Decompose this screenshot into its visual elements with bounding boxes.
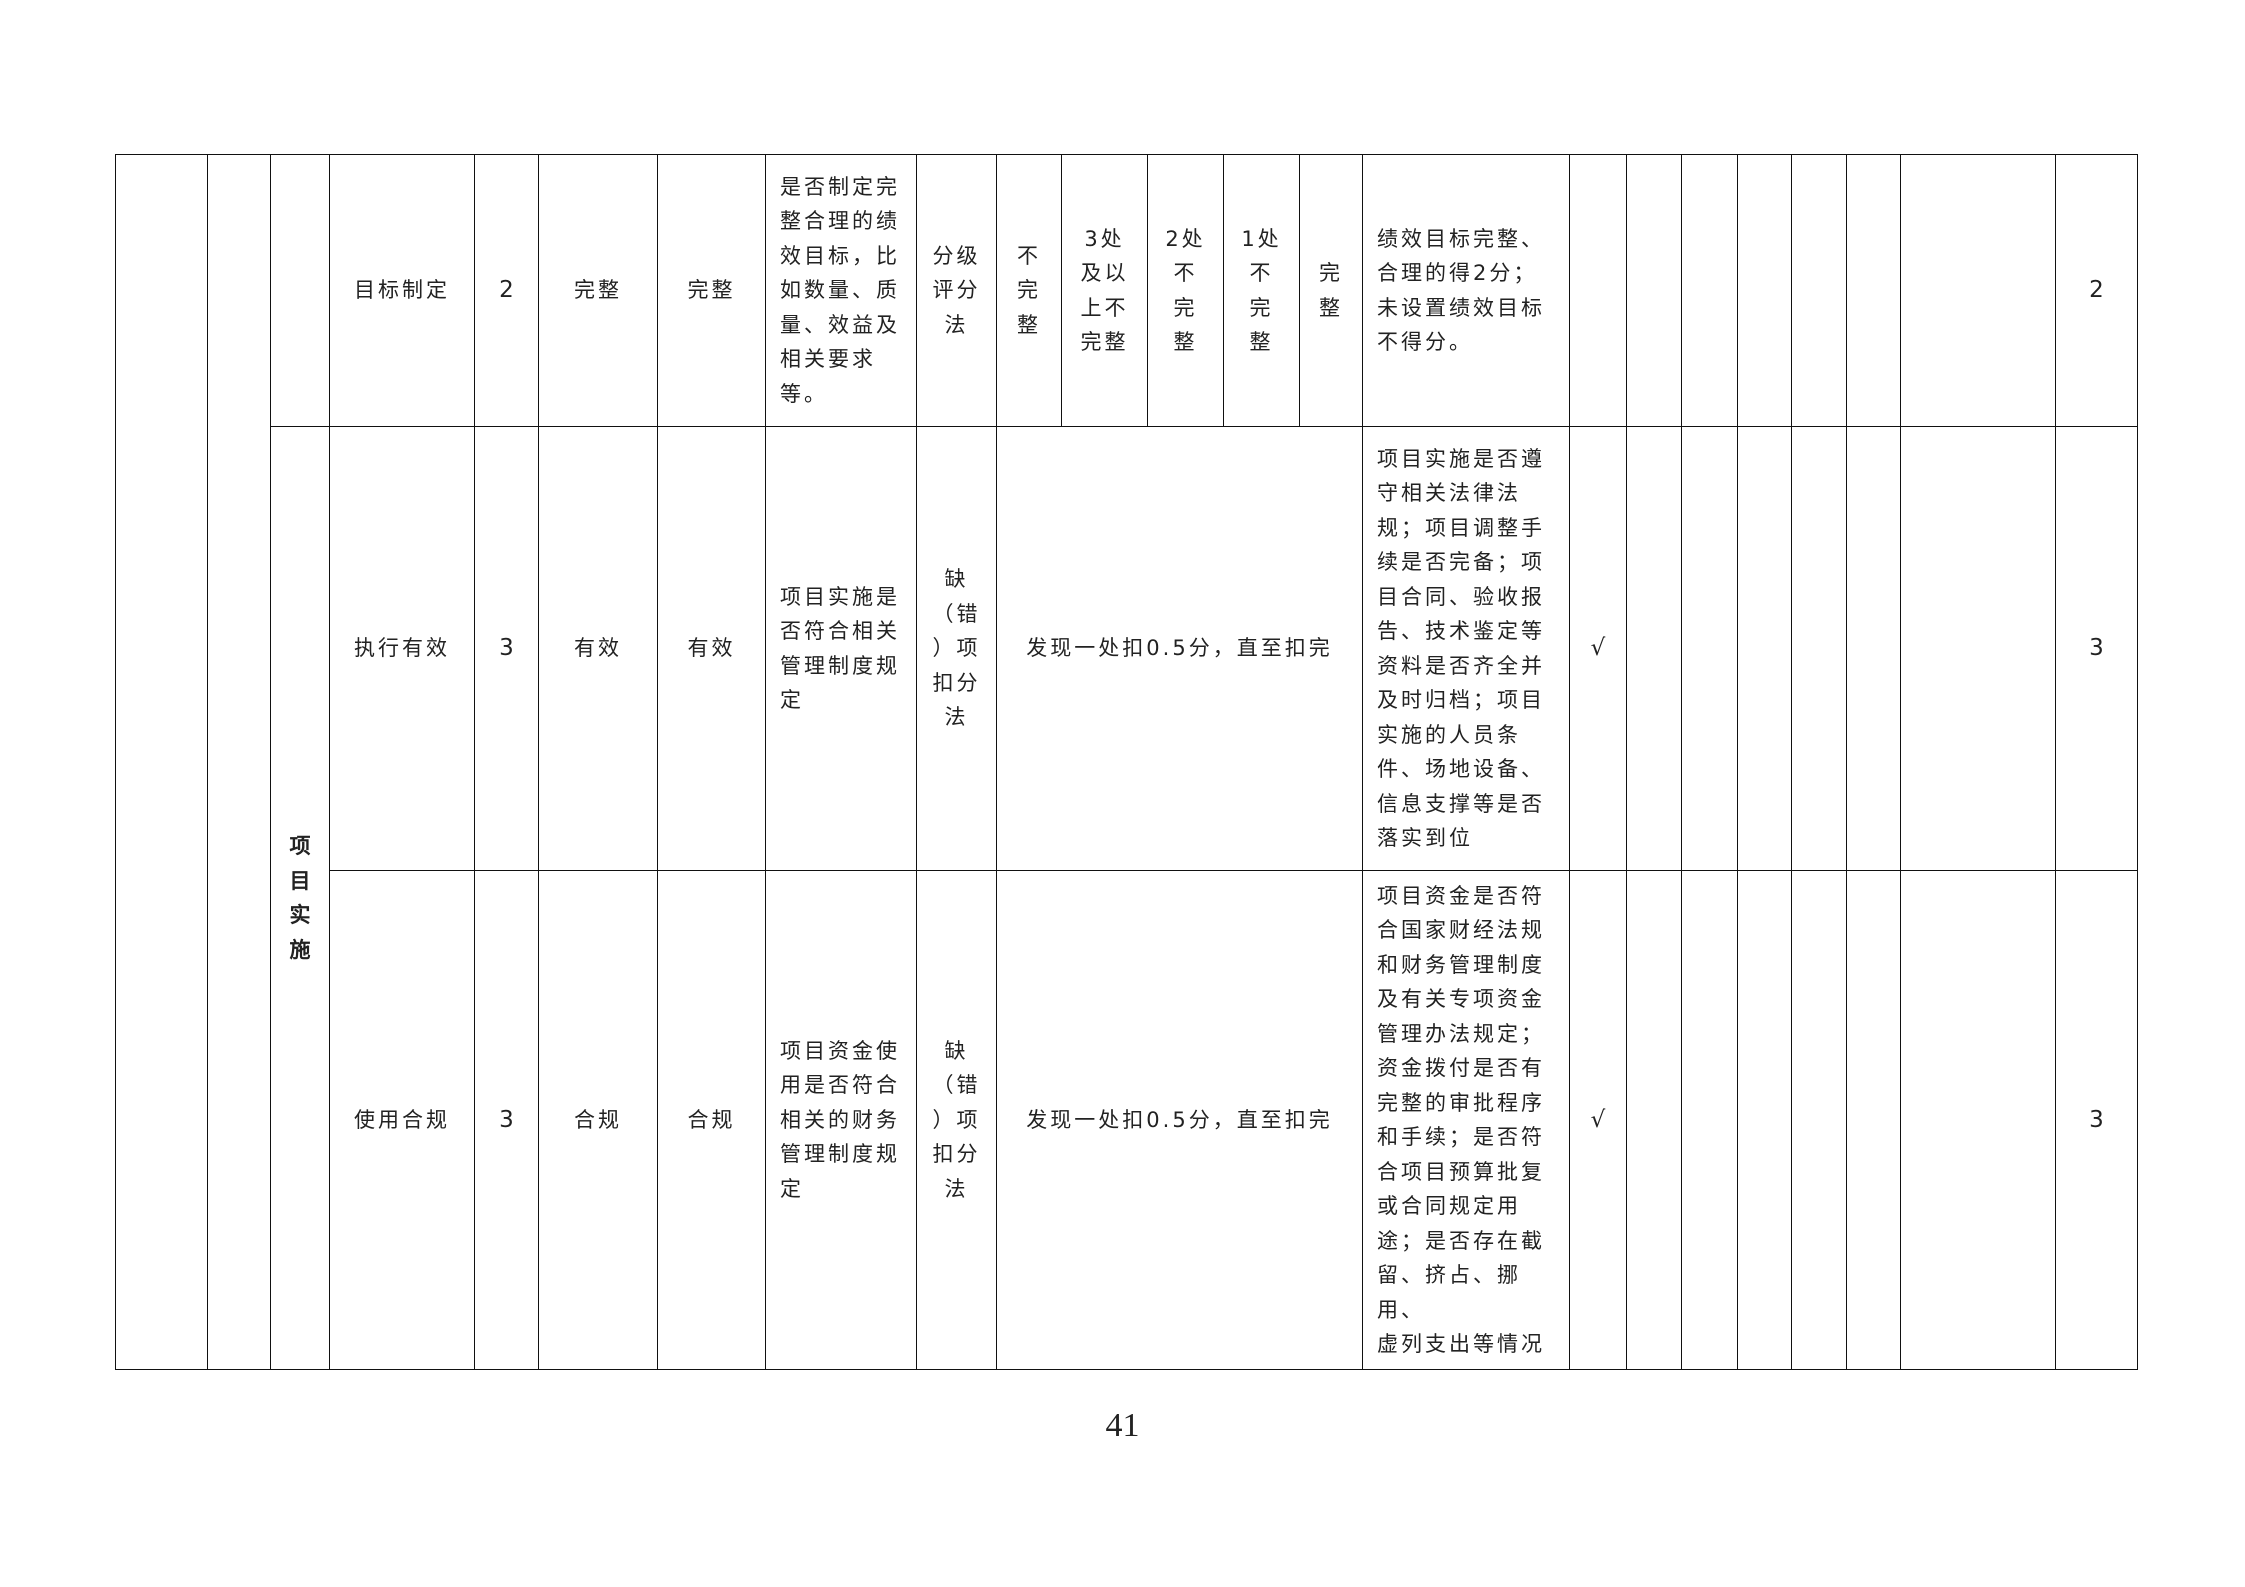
- description-cell: 项目资金使 用是否符合 相关的财务 管理制度规 定: [765, 870, 917, 1370]
- level1-cell: [115, 154, 208, 1370]
- grade-cell: 不 完 整: [996, 154, 1062, 427]
- actual-cell: 有效: [657, 426, 766, 871]
- grade-cell: 完 整: [1299, 154, 1363, 427]
- empty-cell: [1791, 154, 1847, 427]
- description-cell: 是否制定完 整合理的绩 效目标，比 如数量、质 量、效益及 相关要求 等。: [765, 154, 917, 427]
- method-cell: 分级 评分 法: [916, 154, 997, 427]
- weight-cell: 3: [474, 426, 539, 871]
- group-label-cell: 项 目 实 施: [270, 426, 330, 1370]
- deduction-cell: 发现一处扣0.5分，直至扣完: [996, 870, 1363, 1370]
- page-number: 41: [1105, 1407, 1140, 1444]
- empty-cell: [1626, 426, 1682, 871]
- method-cell: 缺 （错 ）项 扣分 法: [916, 870, 997, 1370]
- empty-cell: [1846, 870, 1901, 1370]
- level3-cell: [270, 154, 330, 427]
- empty-cell: [1681, 154, 1738, 427]
- weight-cell: 2: [474, 154, 539, 427]
- criteria-cell: 项目实施是否遵 守相关法律法 规；项目调整手 续是否完备；项 目合同、验收报 告…: [1362, 426, 1570, 871]
- empty-cell: [1737, 426, 1792, 871]
- grade-cell: 3处 及以 上不 完整: [1061, 154, 1148, 427]
- empty-cell: [1846, 154, 1901, 427]
- empty-cell: [1900, 870, 2056, 1370]
- target-cell: 有效: [538, 426, 658, 871]
- table-row: 使用合规 3 合规 合规 项目资金使 用是否符合 相关的财务 管理制度规 定 缺…: [116, 870, 2138, 1370]
- score-cell: 3: [2055, 870, 2138, 1370]
- criteria-cell: 绩效目标完整、 合理的得2分； 未设置绩效目标 不得分。: [1362, 154, 1570, 427]
- grade-cell: 1处 不 完 整: [1223, 154, 1300, 427]
- indicator-cell: 目标制定: [329, 154, 475, 427]
- empty-cell: [1626, 154, 1682, 427]
- target-cell: 合规: [538, 870, 658, 1370]
- level2-cell: [207, 154, 271, 1370]
- weight-cell: 3: [474, 870, 539, 1370]
- score-cell: 2: [2055, 154, 2138, 427]
- empty-cell: [1737, 154, 1792, 427]
- empty-cell: [1900, 426, 2056, 871]
- indicator-cell: 执行有效: [329, 426, 475, 871]
- indicator-cell: 使用合规: [329, 870, 475, 1370]
- target-cell: 完整: [538, 154, 658, 427]
- actual-cell: 合规: [657, 870, 766, 1370]
- evaluation-table: 目标制定 2 完整 完整 是否制定完 整合理的绩 效目标，比 如数量、质 量、效…: [115, 154, 2138, 1370]
- empty-cell: [1626, 870, 1682, 1370]
- check-cell: √: [1569, 870, 1627, 1370]
- actual-cell: 完整: [657, 154, 766, 427]
- method-cell: 缺 （错 ）项 扣分 法: [916, 426, 997, 871]
- empty-cell: [1900, 154, 2056, 427]
- description-cell: 项目实施是 否符合相关 管理制度规 定: [765, 426, 917, 871]
- empty-cell: [1791, 426, 1847, 871]
- empty-cell: [1737, 870, 1792, 1370]
- empty-cell: [1791, 870, 1847, 1370]
- deduction-cell: 发现一处扣0.5分，直至扣完: [996, 426, 1363, 871]
- check-cell: √: [1569, 426, 1627, 871]
- table-row: 项 目 实 施 执行有效 3 有效 有效 项目实施是 否符合相关 管理制度规 定…: [116, 426, 2138, 1370]
- empty-cell: [1681, 870, 1738, 1370]
- criteria-cell: 项目资金是否符 合国家财经法规 和财务管理制度 及有关专项资金 管理办法规定； …: [1362, 870, 1570, 1370]
- table-row: 目标制定 2 完整 完整 是否制定完 整合理的绩 效目标，比 如数量、质 量、效…: [115, 154, 2138, 1370]
- grade-cell: 2处 不 完 整: [1147, 154, 1224, 427]
- empty-cell: [1846, 426, 1901, 871]
- score-cell: 3: [2055, 426, 2138, 871]
- empty-cell: [1681, 426, 1738, 871]
- check-cell: [1569, 154, 1627, 427]
